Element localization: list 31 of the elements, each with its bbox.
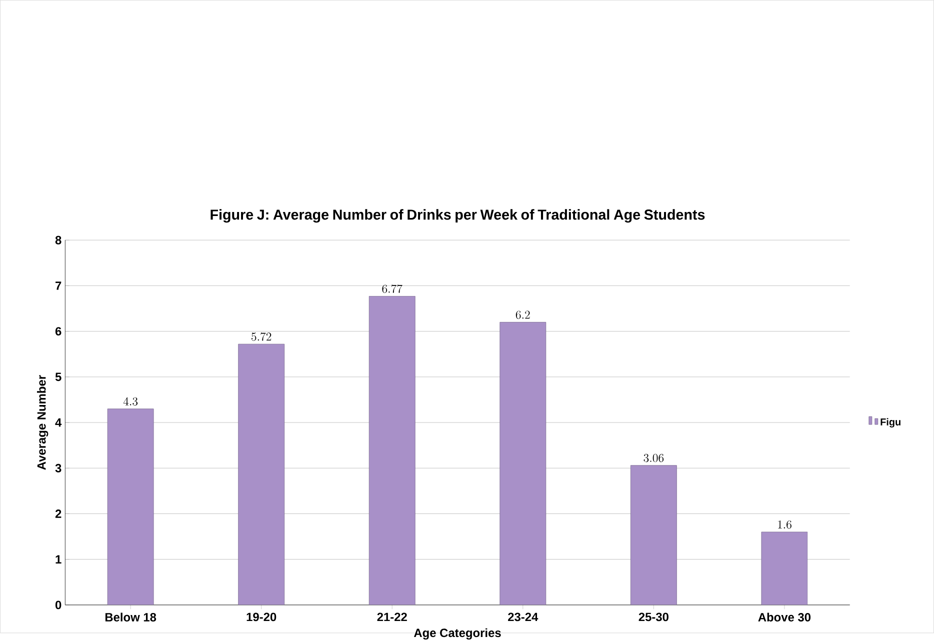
x-tick-label: Above 30 [758, 612, 811, 622]
bar [500, 322, 546, 606]
x-tick-label: 25-30 [638, 612, 668, 622]
data-label: 6.77 [382, 284, 402, 293]
bar [107, 408, 154, 606]
data-label: 6.2 [516, 310, 530, 319]
x-axis-title: Age Categories [414, 628, 501, 640]
y-tick-label: 8 [55, 236, 62, 244]
y-tick-label: 0 [55, 600, 62, 610]
y-tick-label: 7 [56, 282, 62, 290]
data-label: 3.06 [644, 454, 664, 462]
y-tick-label: 3 [55, 464, 62, 472]
x-tick-label: 19-20 [246, 612, 276, 622]
y-tick-label: 4 [55, 418, 62, 427]
data-label: 1 .6 [778, 520, 792, 529]
bar [630, 465, 677, 606]
y-tick-label: 1 [56, 555, 62, 564]
bar [368, 296, 416, 606]
y-axis-title: Average Number [36, 375, 48, 470]
x-tick-label: Below 18 [105, 612, 156, 622]
x-tick-label: 23-24 [508, 612, 538, 622]
data-label: 4.3 [123, 397, 138, 406]
y-tick-label: 6 [55, 327, 62, 336]
bar [761, 532, 808, 606]
legend-label: Figu [880, 418, 900, 428]
y-tick-label: 5 [55, 372, 62, 382]
data-label: 5.72 [252, 332, 272, 341]
y-tick-label: 2 [55, 510, 62, 518]
x-tick-label: 21-22 [377, 612, 407, 622]
chart-title: Figure J: Average Number of Drinks per Week of Traditional Age Students [210, 209, 705, 223]
bar [238, 344, 285, 606]
